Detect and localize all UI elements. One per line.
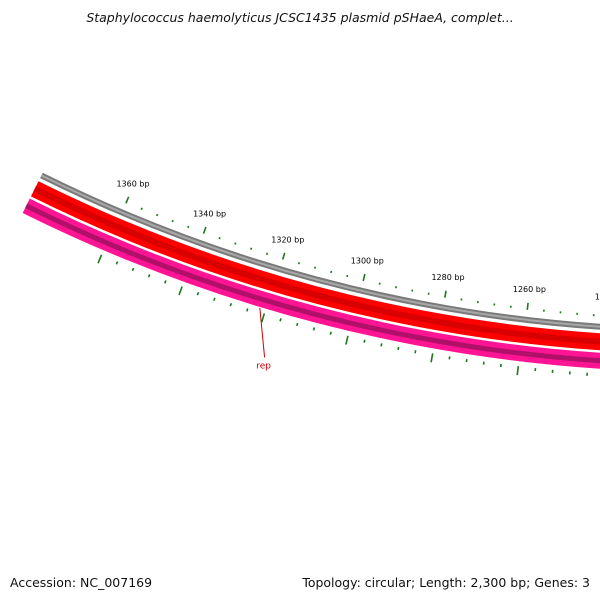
tick-label: 1360 bp [116, 180, 149, 189]
major-tick [125, 196, 130, 204]
minor-tick [147, 274, 151, 278]
tick-label: 1280 bp [431, 273, 464, 282]
major-tick [516, 366, 520, 376]
major-tick [444, 290, 447, 298]
minor-tick [296, 322, 299, 327]
major-tick [281, 252, 286, 260]
tick-label: 1320 bp [271, 235, 304, 244]
major-tick [260, 313, 266, 323]
minor-tick [156, 213, 159, 217]
reverse-strand-core [25, 203, 600, 364]
inner-tick-marks [97, 254, 588, 376]
topology-summary: Topology: circular; Length: 2,300 bp; Ge… [302, 575, 590, 590]
tick-label: 1300 bp [351, 256, 384, 265]
minor-tick [312, 327, 316, 331]
minor-tick [140, 207, 143, 210]
backbone-highlight [40, 174, 600, 328]
minor-tick [246, 308, 249, 312]
minor-tick [115, 261, 119, 265]
minor-tick [297, 262, 301, 265]
minor-tick [313, 266, 317, 269]
minor-tick [265, 252, 269, 255]
major-tick [97, 254, 103, 264]
outer-tick-marks [125, 196, 595, 317]
minor-tick [229, 303, 233, 307]
accession-label: Accession: NC_007169 [10, 575, 153, 590]
major-tick [178, 286, 183, 296]
feature-tracks [22, 172, 600, 369]
minor-tick [414, 350, 417, 354]
major-tick [430, 353, 434, 363]
major-tick [202, 226, 207, 234]
minor-tick [196, 292, 200, 296]
tick-labels: 1360 bp 1340 bp 1320 bp 1300 bp 1280 bp 1260 … [116, 180, 600, 302]
major-tick [526, 302, 529, 310]
gene-leader-line [259, 307, 266, 358]
minor-tick [363, 339, 366, 343]
minor-tick [218, 237, 221, 240]
forward-strand-core [33, 186, 600, 345]
minor-tick [380, 343, 383, 347]
minor-tick [329, 331, 332, 335]
minor-tick [234, 242, 237, 245]
tick-label: 1340 bp [193, 210, 226, 219]
tick-label: 1260 bp [513, 285, 546, 294]
major-tick [345, 335, 349, 345]
minor-tick [397, 346, 400, 351]
major-tick [362, 273, 366, 282]
minor-tick [279, 318, 282, 322]
gene-label-rep: rep [256, 361, 271, 371]
minor-tick [213, 297, 216, 301]
minor-tick [171, 219, 174, 223]
minor-tick [131, 267, 135, 272]
minor-tick [250, 247, 253, 250]
tick-label: 1240 bp [595, 292, 600, 301]
map-title: Staphylococcus haemolyticus JCSC1435 pla… [86, 10, 514, 25]
gene-labels: rep [256, 307, 271, 371]
minor-tick [330, 270, 333, 274]
minor-tick [164, 280, 167, 284]
minor-tick [187, 225, 190, 229]
